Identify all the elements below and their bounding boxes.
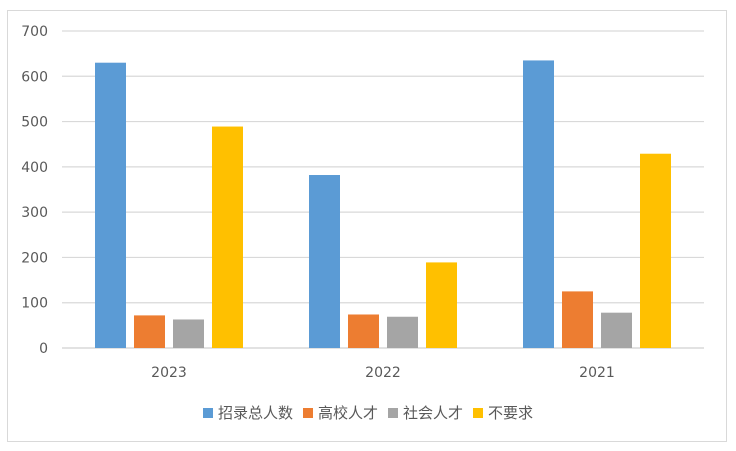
bar-2-0 xyxy=(523,60,554,348)
bar-2-2 xyxy=(601,312,632,348)
y-tick-label: 200 xyxy=(21,250,48,266)
x-tick-label: 2022 xyxy=(365,365,401,381)
y-tick-label: 500 xyxy=(21,115,48,131)
legend: 招录总人数 高校人才 社会人才 不要求 xyxy=(0,402,736,423)
bar-2-1 xyxy=(562,291,593,348)
legend-label: 高校人才 xyxy=(317,404,378,422)
legend-item: 社会人才 xyxy=(388,402,463,423)
legend-swatch xyxy=(473,407,484,418)
x-tick-label: 2023 xyxy=(151,365,187,381)
legend-label: 不要求 xyxy=(488,404,534,422)
y-tick-label: 300 xyxy=(21,205,48,221)
bar-1-1 xyxy=(348,314,379,348)
legend-swatch xyxy=(202,407,213,418)
y-tick-label: 0 xyxy=(39,341,48,357)
y-tick-label: 100 xyxy=(21,296,48,312)
bar-0-1 xyxy=(134,315,165,348)
bar-1-3 xyxy=(426,262,457,348)
legend-item: 不要求 xyxy=(473,402,533,423)
legend-item: 招录总人数 xyxy=(202,402,293,423)
x-tick-label: 2021 xyxy=(579,365,615,381)
legend-label: 招录总人数 xyxy=(217,404,293,422)
legend-swatch xyxy=(388,407,398,418)
y-tick-label: 400 xyxy=(21,160,48,176)
bar-1-2 xyxy=(387,316,418,348)
legend-label: 社会人才 xyxy=(403,404,464,422)
bar-2-3 xyxy=(640,153,671,348)
legend-item: 高校人才 xyxy=(302,402,378,423)
legend-swatch xyxy=(302,407,313,418)
y-tick-label: 700 xyxy=(21,24,48,40)
chart-frame xyxy=(7,10,727,442)
bar-1-0 xyxy=(309,175,340,348)
y-tick-label: 600 xyxy=(21,69,48,85)
bar-0-0 xyxy=(95,62,126,348)
bar-0-2 xyxy=(173,319,204,348)
bar-0-3 xyxy=(212,126,243,348)
